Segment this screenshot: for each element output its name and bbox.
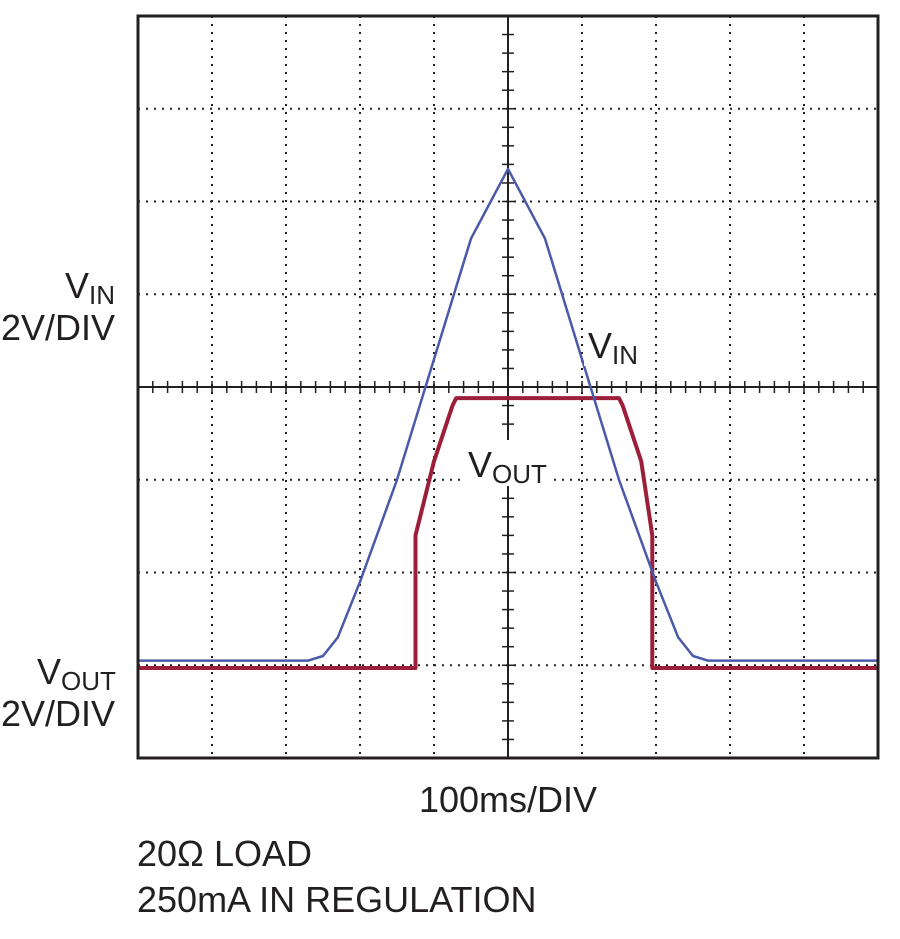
vin-axis-label: VIN (65, 265, 115, 310)
plot-frame (136, 14, 880, 760)
grid (138, 16, 879, 759)
vout-trace (138, 396, 878, 670)
vout-axis-label: VOUT (37, 651, 116, 696)
note-regulation: 250mA IN REGULATION (137, 879, 536, 920)
svg-text:VOUT: VOUT (468, 444, 547, 489)
vin-trace-label: VIN (584, 322, 646, 370)
x-scale-label: 100ms/DIV (419, 779, 597, 820)
vin-axis-scale: 2V/DIV (1, 307, 115, 348)
vout-trace-label: VOUT (464, 440, 554, 489)
svg-text:VIN: VIN (588, 325, 638, 370)
vout-axis-scale: 2V/DIV (1, 693, 115, 734)
vin-trace (138, 167, 878, 662)
note-load: 20Ω LOAD (137, 833, 312, 874)
traces (138, 167, 878, 670)
